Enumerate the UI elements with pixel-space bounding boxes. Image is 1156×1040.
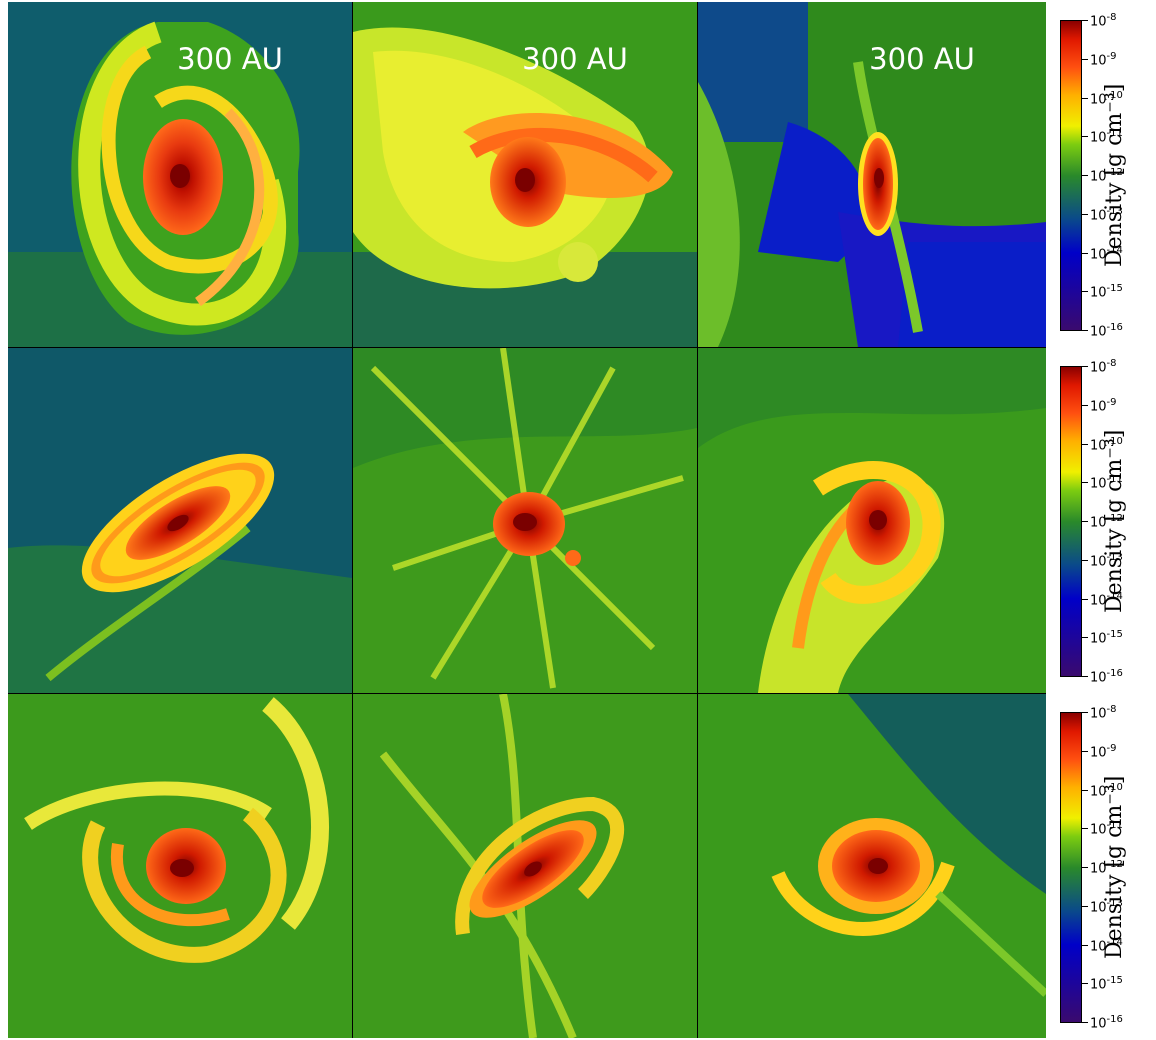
colorbar-title: Density [g cm⁻³] bbox=[1102, 429, 1127, 614]
colorbar-tick bbox=[1082, 599, 1088, 600]
density-panel-r2c1 bbox=[8, 348, 352, 693]
colorbar-title: Density [g cm⁻³] bbox=[1102, 83, 1127, 268]
colorbar-tick-label: 10-11 bbox=[1090, 820, 1123, 838]
colorbar-tick bbox=[1082, 790, 1088, 791]
colorbar-tick bbox=[1082, 1022, 1088, 1023]
colorbar-tick bbox=[1082, 291, 1088, 292]
colorbar-tick bbox=[1082, 444, 1088, 445]
density-panel-r1c2: 300 AU bbox=[353, 2, 697, 347]
colorbar-tick bbox=[1082, 20, 1088, 21]
colorbar-tick-label: 10-8 bbox=[1090, 358, 1117, 376]
colorbar-tick bbox=[1082, 482, 1088, 483]
density-panel-r2c2 bbox=[353, 348, 697, 693]
colorbar-tick bbox=[1082, 751, 1088, 752]
colorbar-tick-label: 10-16 bbox=[1090, 1014, 1123, 1032]
colorbar-tick bbox=[1082, 366, 1088, 367]
colorbar-tick bbox=[1082, 175, 1088, 176]
colorbar-tick bbox=[1082, 828, 1088, 829]
colorbar-row3: 10-8 10-9 10-10 10-11 10-12 10-13 10-14 10-15 10… bbox=[1060, 704, 1123, 1031]
density-panel-r1c1: 300 AU bbox=[8, 2, 352, 347]
colorbar-tick bbox=[1082, 330, 1088, 331]
colorbar-tick bbox=[1082, 637, 1088, 638]
colorbar-tick bbox=[1082, 867, 1088, 868]
colorbar-gradient bbox=[1060, 366, 1082, 677]
scale-label: 300 AU bbox=[522, 42, 628, 76]
colorbar-tick-label: 10-15 bbox=[1090, 975, 1123, 993]
density-panel-r2c3 bbox=[698, 348, 1046, 693]
colorbar-tick bbox=[1082, 521, 1088, 522]
colorbar-tick-label: 10-10 bbox=[1090, 436, 1123, 454]
colorbar-tick bbox=[1082, 253, 1088, 254]
scale-label: 300 AU bbox=[177, 42, 283, 76]
colorbar-tick-label: 10-14 bbox=[1090, 245, 1123, 263]
colorbar-tick-label: 10-10 bbox=[1090, 782, 1123, 800]
colorbar-tick-label: 10-16 bbox=[1090, 668, 1123, 686]
colorbar-tick-label: 10-13 bbox=[1090, 552, 1123, 570]
colorbar-tick bbox=[1082, 405, 1088, 406]
colorbar-tick-label: 10-12 bbox=[1090, 513, 1123, 531]
density-panel-grid: 300 AU 300 AU bbox=[8, 2, 1046, 1038]
colorbar-tick-label: 10-13 bbox=[1090, 898, 1123, 916]
colorbar-tick-label: 10-8 bbox=[1090, 12, 1117, 30]
density-panel-r1c3: 300 AU bbox=[698, 2, 1046, 347]
colorbar-tick-label: 10-15 bbox=[1090, 629, 1123, 647]
density-panel-r3c1 bbox=[8, 694, 352, 1038]
colorbar-tick bbox=[1082, 560, 1088, 561]
colorbar-row1: 10-8 10-9 10-10 10-11 10-12 10-13 10-14 10-15 10… bbox=[1060, 12, 1123, 339]
colorbar-tick-label: 10-8 bbox=[1090, 704, 1117, 722]
colorbar-tick-label: 10-11 bbox=[1090, 474, 1123, 492]
colorbar-tick bbox=[1082, 983, 1088, 984]
colorbar-tick-label: 10-14 bbox=[1090, 937, 1123, 955]
density-panel-r3c2 bbox=[353, 694, 697, 1038]
colorbar-tick bbox=[1082, 59, 1088, 60]
colorbar-tick bbox=[1082, 906, 1088, 907]
colorbar-tick bbox=[1082, 945, 1088, 946]
colorbar-gradient bbox=[1060, 712, 1082, 1023]
colorbar-tick-label: 10-10 bbox=[1090, 90, 1123, 108]
colorbar-tick-label: 10-11 bbox=[1090, 128, 1123, 146]
colorbar-gradient bbox=[1060, 20, 1082, 331]
colorbar-tick-label: 10-16 bbox=[1090, 322, 1123, 340]
density-panel-r3c3 bbox=[698, 694, 1046, 1038]
colorbar-tick bbox=[1082, 712, 1088, 713]
colorbar-tick bbox=[1082, 214, 1088, 215]
scale-label: 300 AU bbox=[869, 42, 975, 76]
colorbar-tick-label: 10-12 bbox=[1090, 859, 1123, 877]
colorbar-tick-label: 10-9 bbox=[1090, 397, 1117, 415]
colorbar-tick bbox=[1082, 136, 1088, 137]
colorbar-tick-label: 10-9 bbox=[1090, 743, 1117, 761]
colorbar-tick-label: 10-12 bbox=[1090, 167, 1123, 185]
colorbar-title: Density [g cm⁻³] bbox=[1102, 775, 1127, 960]
colorbar-row2: 10-8 10-9 10-10 10-11 10-12 10-13 10-14 10-15 10… bbox=[1060, 358, 1123, 685]
colorbar-tick bbox=[1082, 98, 1088, 99]
colorbar-tick-label: 10-13 bbox=[1090, 206, 1123, 224]
colorbar-tick bbox=[1082, 676, 1088, 677]
colorbar-tick-label: 10-9 bbox=[1090, 51, 1117, 69]
colorbar-tick-label: 10-14 bbox=[1090, 591, 1123, 609]
colorbar-tick-label: 10-15 bbox=[1090, 283, 1123, 301]
